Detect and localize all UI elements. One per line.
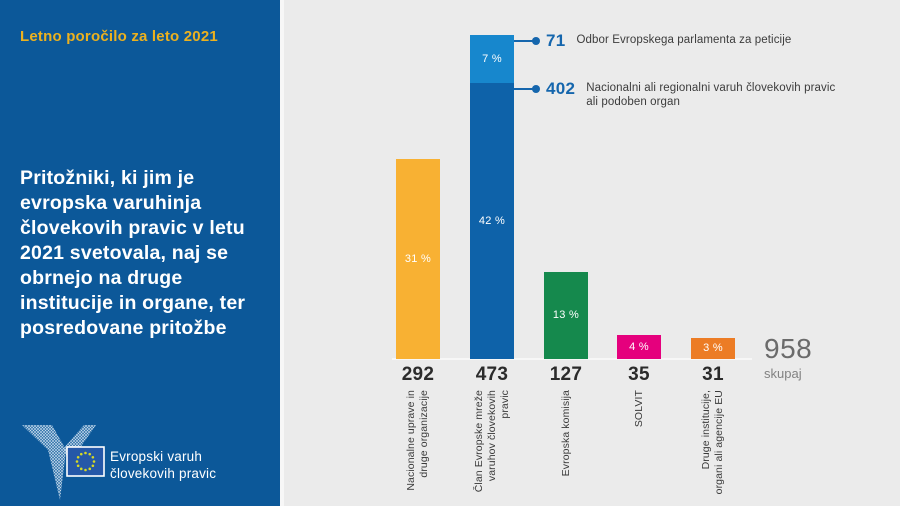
eu-flag-icon xyxy=(66,446,105,477)
callout-value: 402 xyxy=(546,79,576,99)
bar-value-label: 292 xyxy=(401,364,435,385)
bar-value-label: 31 xyxy=(702,364,724,385)
segment-percent-label: 7 % xyxy=(482,52,502,65)
bar-value-label: 35 xyxy=(628,364,650,385)
logo-org-name: Evropski varuh človekovih pravic xyxy=(110,448,216,482)
bar-category-label: Nacionalne uprave in druge organizacije xyxy=(405,390,430,491)
total-label: skupaj xyxy=(764,366,802,381)
panel-divider xyxy=(280,0,284,506)
segment-percent-label: 42 % xyxy=(478,215,506,228)
callout-description: Nacionalni ali regionalni varuh človekov… xyxy=(586,82,836,108)
bar-category-label: Evropska komisija xyxy=(559,390,572,477)
sidebar: Letno poročilo za leto 2021 Pritožniki, … xyxy=(0,0,280,506)
bar-value-label: 473 xyxy=(475,364,509,385)
segment-percent-label: 3 % xyxy=(703,342,723,355)
logo-org-name-line2: človekovih pravic xyxy=(110,466,217,481)
baseline-axis xyxy=(392,358,752,360)
bar-category-label: SOLVIT xyxy=(632,390,645,428)
bar-segment: 3 % xyxy=(691,337,735,359)
segment-percent-label: 13 % xyxy=(552,309,580,322)
bar-category-label: Druge institucije, organi ali agencije E… xyxy=(700,390,725,495)
bar-segment: 42 % xyxy=(470,83,514,359)
ombudsman-bird-icon xyxy=(22,425,105,500)
callout-leader-line xyxy=(514,88,534,91)
chart-panel: 31 % 292 Nacionalne uprave in druge organi… xyxy=(284,0,900,506)
segment-percent-label: 31 % xyxy=(404,252,432,265)
callout-description: Odbor Evropskega parlamenta za peticije xyxy=(576,33,792,46)
bar-category-label: Član Evropske mreže varuhov človekovih p… xyxy=(472,390,511,493)
callout-dot-icon xyxy=(532,85,540,94)
segment-percent-label: 4 % xyxy=(629,340,649,353)
bar-segment: 7 % xyxy=(470,34,514,84)
bar-segment: 13 % xyxy=(544,271,588,359)
total-block: 958 skupaj xyxy=(764,333,812,381)
callout: 402 Nacionalni ali regionalni varuh člove… xyxy=(546,79,835,109)
total-value: 958 xyxy=(764,333,813,364)
logo-org-name-line1: Evropski varuh xyxy=(110,449,203,464)
bar-value-label: 127 xyxy=(549,364,583,385)
callout: 71 Odbor Evropskega parlamenta za peticij… xyxy=(546,31,791,50)
bar-segment: 31 % xyxy=(396,158,440,359)
ombudsman-logo: Evropski varuh človekovih pravic xyxy=(14,420,274,506)
bar-segment: 4 % xyxy=(617,334,661,359)
headline: Pritožniki, ki jim je evropska varuhinja… xyxy=(20,167,246,339)
callout-value: 71 xyxy=(546,30,566,50)
callout-leader-line xyxy=(514,39,534,42)
callout-dot-icon xyxy=(532,36,540,45)
report-title: Letno poročilo za leto 2021 xyxy=(20,28,218,45)
